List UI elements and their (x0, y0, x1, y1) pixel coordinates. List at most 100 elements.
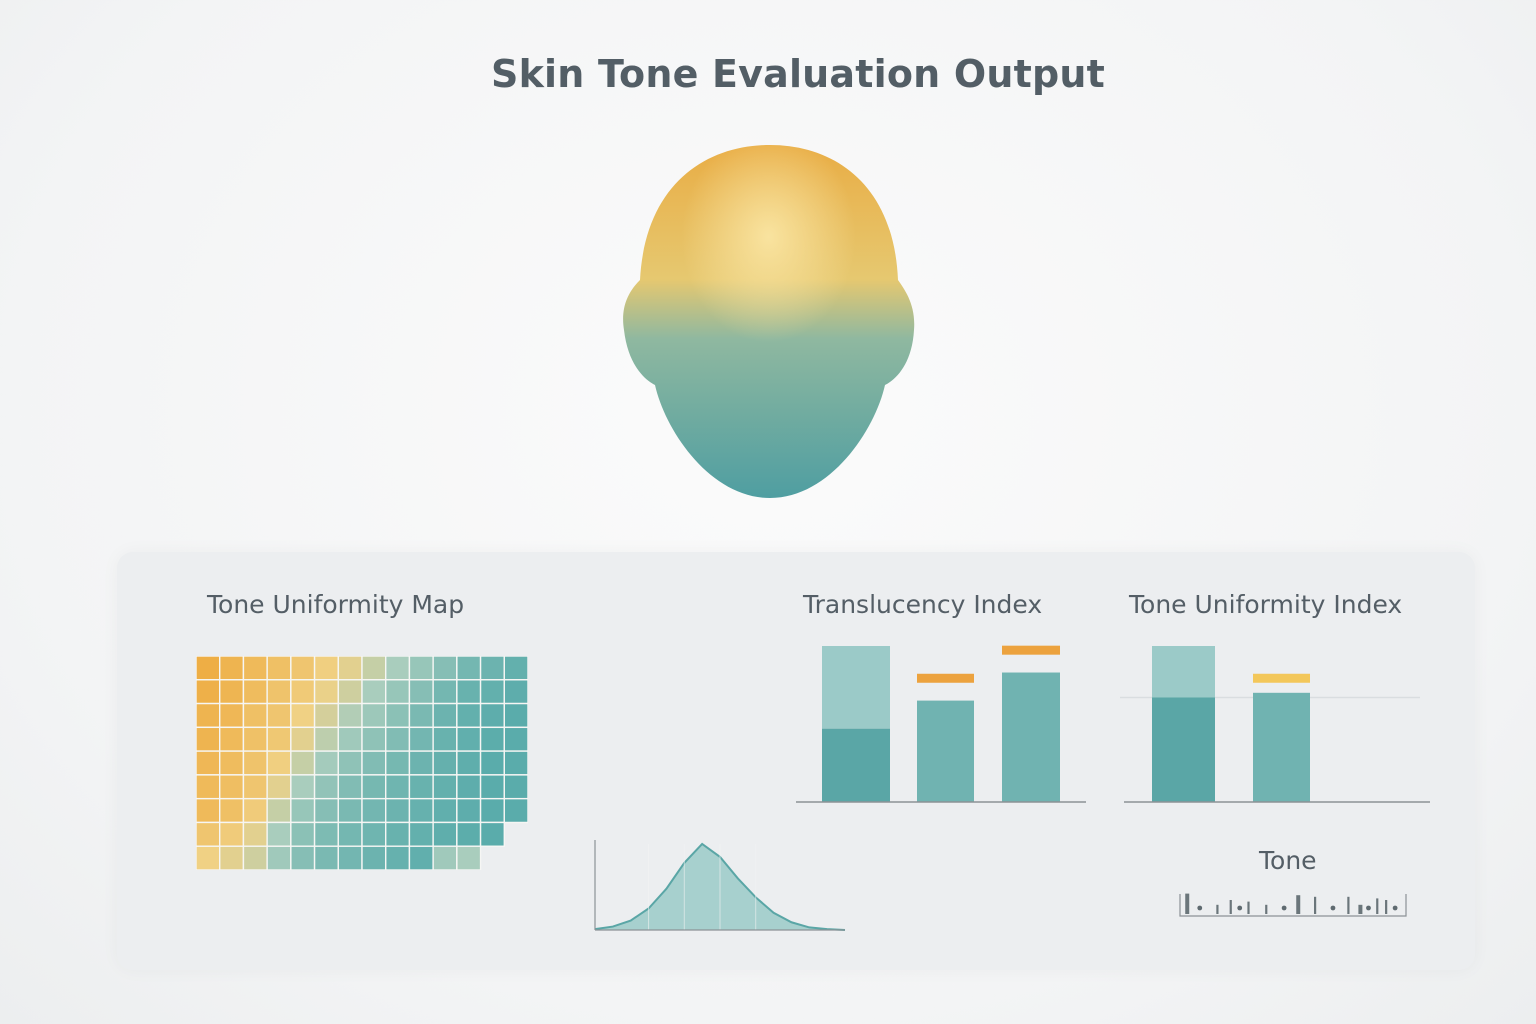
heatmap-cell (219, 679, 245, 705)
tone-uniformity-index-chart (1120, 646, 1430, 803)
heatmap-cell (196, 702, 221, 729)
heatmap-cell (432, 702, 458, 729)
heatmap-cell (432, 726, 458, 752)
translucency-bar (1002, 672, 1060, 802)
translucency-bar (917, 700, 974, 802)
tone-tick (1385, 900, 1388, 914)
heatmap-cell (337, 702, 363, 729)
heatmap-cell (432, 679, 458, 705)
heatmap-cell (361, 774, 387, 800)
heatmap-cell (242, 679, 268, 705)
heatmap-cell (290, 774, 316, 800)
tone-strip-frame (1179, 894, 1407, 917)
heatmap-cell (313, 845, 339, 870)
tone-tick (1358, 904, 1363, 914)
heatmap-cell (408, 750, 434, 776)
heatmap-cell (408, 702, 434, 729)
heatmap-cell (290, 726, 316, 752)
heatmap-cell (503, 750, 528, 776)
heatmap-cell (290, 797, 316, 824)
tone-tick (1376, 898, 1379, 914)
heatmap-cell (503, 726, 528, 752)
heatmap-cell (456, 656, 482, 681)
heatmap-cell (385, 845, 411, 870)
tone-strip-chart (1179, 893, 1407, 917)
heatmap-cell (337, 726, 363, 752)
heatmap-cell (479, 774, 505, 800)
heatmap-cell (432, 797, 458, 824)
heatmap-cell (266, 702, 292, 729)
tone-tick (1185, 893, 1190, 914)
heatmap-cell (219, 750, 245, 776)
heatmap-cell (503, 797, 528, 824)
heatmap-cell (479, 679, 505, 705)
heatmap-cell (408, 726, 434, 752)
heatmap-cell (196, 845, 221, 870)
heatmap-cell (219, 797, 245, 824)
heatmap-cell (408, 797, 434, 824)
heatmap-cell (290, 656, 316, 681)
heatmap-cell (219, 774, 245, 800)
heatmap-cell (219, 702, 245, 729)
heatmap-cell (432, 656, 458, 681)
heatmap-cell (479, 821, 505, 847)
heatmap-cell (456, 821, 482, 847)
heatmap-cell (456, 774, 482, 800)
heatmap-cell (266, 774, 292, 800)
translucency-title: Translucency Index (803, 590, 1043, 619)
uniformity-bar (1253, 692, 1310, 802)
heatmap-cell (290, 702, 316, 729)
heatmap-cell (196, 774, 221, 800)
heatmap-cell (408, 679, 434, 705)
heatmap-cell (290, 845, 316, 870)
heatmap-cell (196, 656, 221, 681)
tone-tick (1216, 904, 1219, 914)
heatmap-cell (385, 774, 411, 800)
heatmap-cell (313, 750, 339, 776)
tone-point (1330, 905, 1336, 911)
heatmap-cell (313, 656, 339, 681)
heatmap-cell (290, 750, 316, 776)
heatmap-cell (313, 797, 339, 824)
heatmap-cell (219, 726, 245, 752)
heatmap-cell (456, 750, 482, 776)
heatmap-cell (242, 845, 268, 870)
heatmap-cell (242, 774, 268, 800)
heatmap-cell (242, 726, 268, 752)
heatmap-cell (266, 679, 292, 705)
heatmap-cell (242, 750, 268, 776)
translucency-marker (917, 673, 974, 683)
heatmap-cell (337, 821, 363, 847)
tone-tick (1229, 900, 1232, 914)
tone-point (1197, 905, 1203, 911)
tone-point (1366, 905, 1371, 911)
heatmap-cell (503, 679, 528, 705)
heatmap-cell (242, 656, 268, 681)
heatmap-cell (361, 656, 387, 681)
tone-tick (1314, 896, 1317, 914)
heatmap-cell (266, 750, 292, 776)
heatmap-cell (196, 679, 221, 705)
page-title: Skin Tone Evaluation Output (491, 52, 1105, 96)
heatmap-cell (456, 797, 482, 824)
heatmap-cell (266, 726, 292, 752)
translucency-index-chart (796, 645, 1086, 803)
heatmap-cell (313, 726, 339, 752)
heatmap-cell (313, 679, 339, 705)
heatmap-cell (385, 726, 411, 752)
heatmap-cell (479, 656, 505, 681)
heatmap-cell (266, 845, 292, 870)
heatmap-cell (290, 679, 316, 705)
heatmap-cell (385, 679, 411, 705)
heatmap-cell (196, 797, 221, 824)
tone-uniformity-map (196, 656, 528, 870)
heatmap-cell (432, 821, 458, 847)
heatmap-cell (432, 750, 458, 776)
heatmap-cell (456, 679, 482, 705)
heatmap-cell (456, 702, 482, 729)
tone-point (1237, 905, 1243, 911)
heatmap-cell (219, 656, 245, 681)
heatmap-cell (313, 821, 339, 847)
heatmap-cell (361, 845, 387, 870)
heatmap-cell (408, 821, 434, 847)
